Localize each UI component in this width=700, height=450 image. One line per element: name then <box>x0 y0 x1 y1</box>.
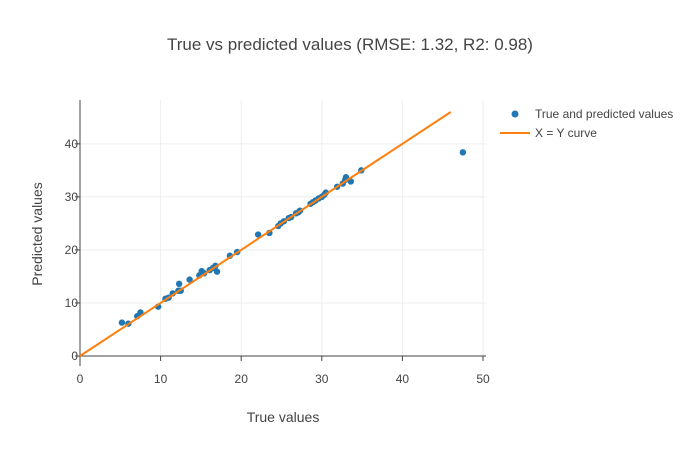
x-axis-ticks: 0 10 20 30 40 50 <box>77 356 490 386</box>
scatter-point <box>175 280 183 288</box>
chart-title: True vs predicted values (RMSE: 1.32, R2… <box>167 35 533 54</box>
x-tick-label: 0 <box>77 372 84 386</box>
y-tick-label: 20 <box>65 243 79 257</box>
legend-item-markers[interactable]: True and predicted values <box>511 107 674 121</box>
x-tick-label: 20 <box>235 372 249 386</box>
x-tick-label: 10 <box>154 372 168 386</box>
y-tick-label: 40 <box>65 137 79 151</box>
legend-marker-icon <box>511 110 519 118</box>
scatter-point <box>254 231 262 238</box>
scatter-point <box>459 149 467 156</box>
y-axis-label: Predicted values <box>29 182 45 286</box>
scatter-point <box>118 319 126 326</box>
legend-label-markers: True and predicted values <box>535 107 673 121</box>
scatter-point <box>186 276 193 283</box>
y-tick-label: 30 <box>65 190 79 204</box>
x-axis-label: True values <box>247 409 320 425</box>
legend-item-line[interactable]: X = Y curve <box>500 126 597 140</box>
y-tick-label: 0 <box>71 349 78 363</box>
plot-area <box>79 111 467 357</box>
legend-label-line: X = Y curve <box>535 126 597 140</box>
legend[interactable]: True and predicted values X = Y curve <box>500 107 673 140</box>
x-tick-label: 50 <box>476 372 490 386</box>
x-tick-label: 30 <box>315 372 329 386</box>
xy-reference-line <box>79 111 452 357</box>
y-axis-ticks: 0 10 20 30 40 <box>65 137 80 363</box>
scatter-point <box>213 268 221 275</box>
x-tick-label: 40 <box>396 372 410 386</box>
y-tick-label: 10 <box>65 296 79 310</box>
